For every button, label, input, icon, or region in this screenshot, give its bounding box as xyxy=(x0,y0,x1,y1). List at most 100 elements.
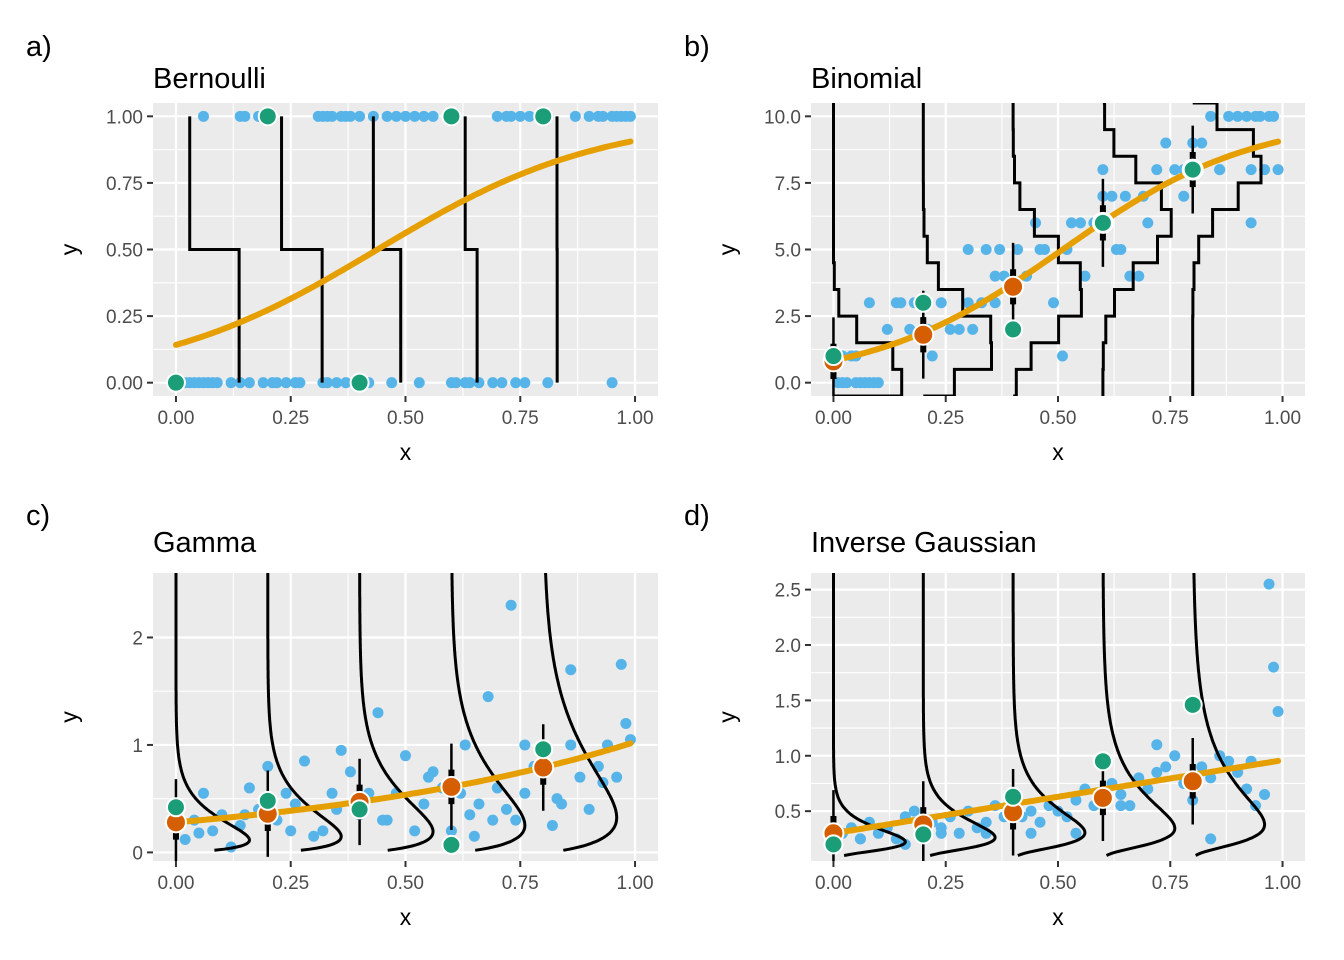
mean-curve xyxy=(830,138,1282,364)
data-point xyxy=(1178,190,1190,202)
data-point xyxy=(1268,661,1280,673)
y-tick-label: 0.50 xyxy=(106,241,143,262)
mean-marker xyxy=(1091,786,1114,809)
data-point xyxy=(289,798,301,810)
x-tick-label: 0.75 xyxy=(1152,873,1189,894)
sample-marker xyxy=(913,824,934,845)
data-point xyxy=(872,377,884,389)
data-point xyxy=(944,323,956,335)
data-point xyxy=(422,771,434,783)
data-point xyxy=(1196,761,1208,773)
data-point xyxy=(1151,766,1163,778)
data-point xyxy=(989,297,1001,309)
sample-marker xyxy=(1092,751,1113,772)
density-curve xyxy=(1011,103,1083,396)
data-point xyxy=(1034,244,1046,255)
y-tick-label: 2 xyxy=(132,628,143,649)
data-point xyxy=(257,377,269,389)
data-point xyxy=(372,707,384,719)
data-point xyxy=(473,798,485,810)
panel-tag: a) xyxy=(26,31,52,63)
y-tick-label: 0.25 xyxy=(106,307,143,328)
data-point xyxy=(1133,270,1145,282)
data-point xyxy=(1065,217,1077,229)
panel-tag: c) xyxy=(26,500,50,532)
density-curve xyxy=(174,573,251,852)
data-point xyxy=(354,110,366,122)
data-point xyxy=(624,110,636,122)
data-point xyxy=(1119,190,1131,202)
data-point xyxy=(340,377,352,389)
y-tick-label: 0.5 xyxy=(775,802,801,823)
data-point xyxy=(1232,110,1244,122)
panel-title: Gamma xyxy=(153,527,257,559)
data-point xyxy=(1241,110,1253,122)
density-curve xyxy=(1192,573,1267,857)
data-point xyxy=(935,822,947,834)
plot-area xyxy=(164,573,636,861)
conditional-densities xyxy=(832,103,1263,396)
data-point xyxy=(308,830,320,842)
panel-tag: b) xyxy=(684,31,710,63)
x-tick-label: 0.75 xyxy=(502,873,539,894)
y-tick-label: 1.5 xyxy=(775,691,801,712)
highlight-markers xyxy=(822,158,1204,373)
density-curve xyxy=(832,573,907,857)
data-point xyxy=(326,787,338,799)
data-point xyxy=(519,787,531,799)
data-point xyxy=(207,825,219,837)
density-curve xyxy=(1191,103,1263,396)
conditional-densities xyxy=(174,573,619,852)
y-tick-label: 1.0 xyxy=(775,747,801,768)
data-point xyxy=(1106,190,1118,202)
data-point xyxy=(400,750,411,762)
data-point xyxy=(487,814,499,826)
data-point xyxy=(597,110,609,122)
data-point xyxy=(611,771,623,783)
data-point xyxy=(1074,217,1086,229)
data-point xyxy=(1263,578,1275,590)
sample-marker xyxy=(257,790,278,811)
data-point xyxy=(418,798,430,810)
x-tick-label: 0.00 xyxy=(157,408,194,429)
data-point xyxy=(962,297,974,309)
data-point xyxy=(299,755,310,767)
data-point xyxy=(271,377,283,389)
data-point xyxy=(243,782,255,794)
data-point xyxy=(523,110,535,122)
x-tick-label: 0.50 xyxy=(387,873,424,894)
sample-marker xyxy=(1003,786,1024,807)
data-point xyxy=(1245,217,1257,229)
data-point xyxy=(1142,217,1154,229)
density-curve xyxy=(463,116,479,383)
data-point xyxy=(1268,110,1280,122)
data-point xyxy=(239,110,251,122)
data-point xyxy=(1223,110,1235,122)
mean-curve xyxy=(830,757,1282,837)
data-point xyxy=(386,377,398,389)
mean-marker xyxy=(1181,770,1204,793)
data-point xyxy=(473,377,485,389)
data-point xyxy=(994,244,1006,255)
sample-marker xyxy=(349,799,370,820)
data-point xyxy=(565,739,577,751)
data-point xyxy=(1259,789,1271,801)
data-point xyxy=(569,110,581,122)
data-point xyxy=(280,787,292,799)
x-axis-title: x xyxy=(400,904,412,930)
sample-marker xyxy=(1092,212,1113,233)
data-point xyxy=(1254,110,1266,122)
data-point xyxy=(427,110,439,122)
data-point xyxy=(445,825,457,837)
data-point xyxy=(487,377,499,389)
data-point xyxy=(1151,164,1163,176)
data-point xyxy=(450,377,462,389)
data-point xyxy=(459,739,471,751)
data-point xyxy=(335,744,347,756)
sample-marker xyxy=(823,346,844,367)
data-point xyxy=(193,827,205,839)
mean-marker xyxy=(912,323,935,346)
data-point xyxy=(962,244,974,255)
data-point xyxy=(1115,789,1127,801)
panel-tag: d) xyxy=(684,500,710,532)
